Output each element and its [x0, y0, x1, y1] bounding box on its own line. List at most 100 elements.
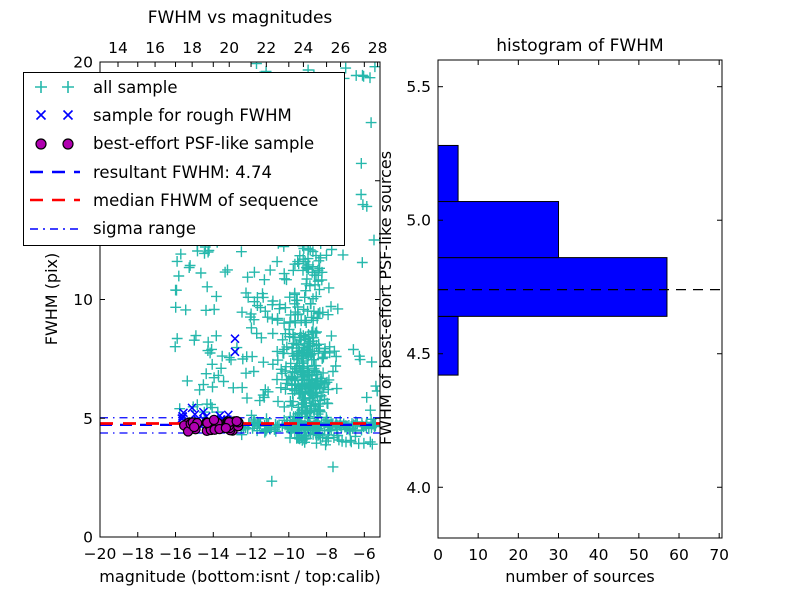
marker-all	[355, 158, 367, 169]
y-tick-label: 4.0	[406, 479, 431, 497]
histogram-bar	[438, 315, 459, 376]
marker-psf	[208, 414, 220, 426]
marker-rough	[187, 403, 197, 413]
marker-all	[266, 475, 278, 487]
marker-all	[223, 352, 235, 363]
marker-all	[340, 62, 352, 74]
marker-all	[354, 350, 365, 362]
scatter-title: FWHM vs magnitudes	[148, 8, 333, 28]
marker-all	[211, 291, 222, 302]
histogram-bar	[438, 257, 668, 317]
marker-all	[317, 353, 328, 364]
marker-all	[307, 261, 319, 273]
legend-entry-1: sample for rough FWHM	[24, 101, 344, 129]
marker-all	[365, 117, 377, 128]
x-tick-label: 70	[709, 546, 729, 564]
x-tick-label: −6	[353, 545, 376, 563]
marker-all	[310, 428, 322, 440]
marker-all	[271, 374, 283, 385]
marker-all	[267, 358, 279, 370]
marker-all	[322, 398, 334, 409]
marker-all	[308, 405, 320, 416]
marker-all	[310, 327, 321, 339]
y-tick-label: 5	[83, 410, 93, 428]
marker-psf	[231, 416, 242, 427]
marker-all	[255, 302, 266, 313]
marker-all	[248, 366, 260, 377]
marker-all	[292, 301, 304, 313]
marker-all	[302, 383, 314, 394]
marker-all	[340, 420, 352, 432]
scatter-xlabel: magnitude (bottom:isnt / top:calib)	[99, 567, 380, 586]
marker-all	[297, 253, 309, 265]
legend-swatch-plus-pair	[35, 81, 74, 94]
marker-all	[330, 360, 342, 372]
x-tick-label: 0	[433, 546, 443, 564]
marker-all	[180, 304, 192, 316]
marker-psf	[220, 422, 232, 434]
legend-entry-2: best-effort PSF-like sample	[24, 130, 344, 158]
marker-all	[219, 266, 231, 278]
marker-all	[304, 336, 316, 347]
legend-marker	[62, 81, 74, 94]
marker-all	[287, 331, 299, 343]
marker-all	[315, 252, 326, 264]
marker-all	[300, 317, 312, 328]
marker-all	[194, 384, 205, 396]
marker-all	[331, 430, 343, 441]
marker-all	[348, 344, 359, 355]
top-tick-label: 20	[219, 39, 239, 57]
marker-all	[249, 266, 260, 278]
legend-label: sigma range	[93, 219, 197, 239]
marker-all	[304, 374, 316, 386]
x-tick-label: −14	[197, 545, 230, 563]
marker-all	[300, 406, 312, 418]
marker-all	[357, 199, 369, 210]
legend-label: best-effort PSF-like sample	[93, 134, 315, 154]
marker-all	[294, 346, 305, 357]
marker-all	[284, 316, 296, 328]
marker-all	[188, 334, 200, 346]
marker-all	[366, 356, 378, 368]
marker-all	[171, 284, 182, 296]
marker-all	[280, 383, 291, 395]
marker-all	[364, 436, 376, 448]
marker-all	[184, 260, 196, 271]
legend-label: median FHWM of sequence	[93, 190, 319, 210]
marker-all	[356, 257, 368, 268]
marker-all	[312, 308, 324, 320]
legend-entry-4: median FHWM of sequence	[24, 186, 344, 214]
x-tick-label: −12	[235, 545, 268, 563]
histogram-xlabel: number of sources	[505, 567, 655, 586]
top-tick-label: 28	[368, 39, 388, 57]
marker-all	[278, 317, 290, 329]
marker-all	[326, 330, 337, 342]
marker-all	[169, 341, 181, 353]
marker-all	[322, 384, 334, 395]
x-tick-label: 10	[468, 546, 488, 564]
marker-all	[313, 338, 325, 350]
marker-all	[289, 306, 301, 318]
marker-all	[300, 433, 312, 445]
marker-all	[227, 382, 239, 394]
marker-all	[358, 70, 369, 82]
marker-all	[210, 330, 222, 342]
legend-entry-0: all sample	[24, 73, 344, 101]
marker-all	[215, 362, 227, 374]
marker-all	[286, 379, 298, 391]
marker-all	[296, 371, 308, 383]
marker-all	[200, 368, 212, 380]
marker-all	[259, 274, 270, 286]
marker-all	[365, 404, 376, 416]
histogram-bar	[438, 144, 459, 203]
marker-all	[236, 306, 248, 318]
marker-all	[308, 360, 320, 371]
x-tick-label: 50	[629, 546, 649, 564]
marker-all	[216, 350, 228, 362]
marker-all	[307, 388, 319, 400]
histogram-data-layer	[438, 144, 722, 376]
y-tick-label: 5.0	[406, 212, 431, 230]
marker-all	[311, 313, 323, 324]
marker-all	[357, 69, 368, 81]
